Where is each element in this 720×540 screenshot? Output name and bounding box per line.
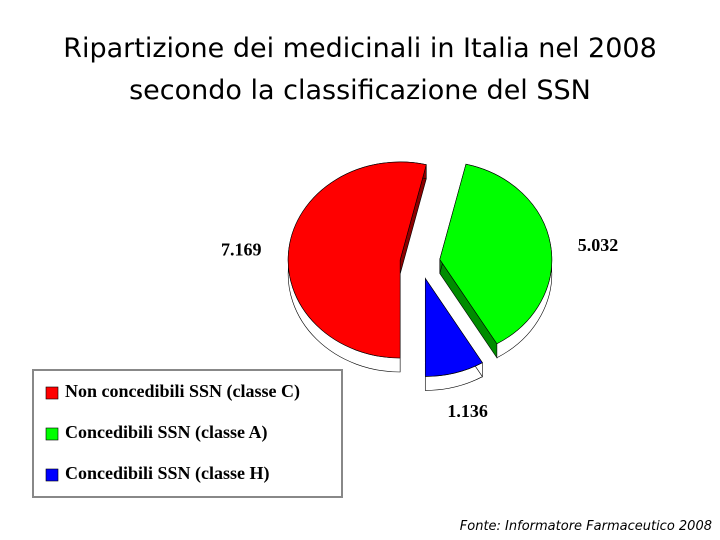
chart-title: Ripartizione dei medicinali in Italia ne… [63, 33, 657, 64]
pie-slice [439, 163, 553, 345]
source-note: Fonte: Informatore Farmaceutico 2008 [460, 519, 712, 534]
data-label: 1.136 [447, 401, 488, 421]
legend-label: Concedibili SSN (classe H) [65, 463, 270, 484]
legend-swatch [45, 386, 59, 400]
data-label: 5.032 [578, 235, 619, 255]
pie-slice [424, 277, 483, 377]
legend-label: Concedibili SSN (classe A) [65, 422, 268, 443]
legend-swatch [45, 468, 59, 482]
data-label: 7.169 [221, 240, 262, 260]
legend-swatch [45, 427, 59, 441]
legend-label: Non concedibili SSN (classe C) [65, 381, 300, 402]
pie-slice [287, 161, 427, 359]
legend-box [32, 369, 343, 498]
chart-title: secondo la classificazione del SSN [129, 75, 591, 106]
